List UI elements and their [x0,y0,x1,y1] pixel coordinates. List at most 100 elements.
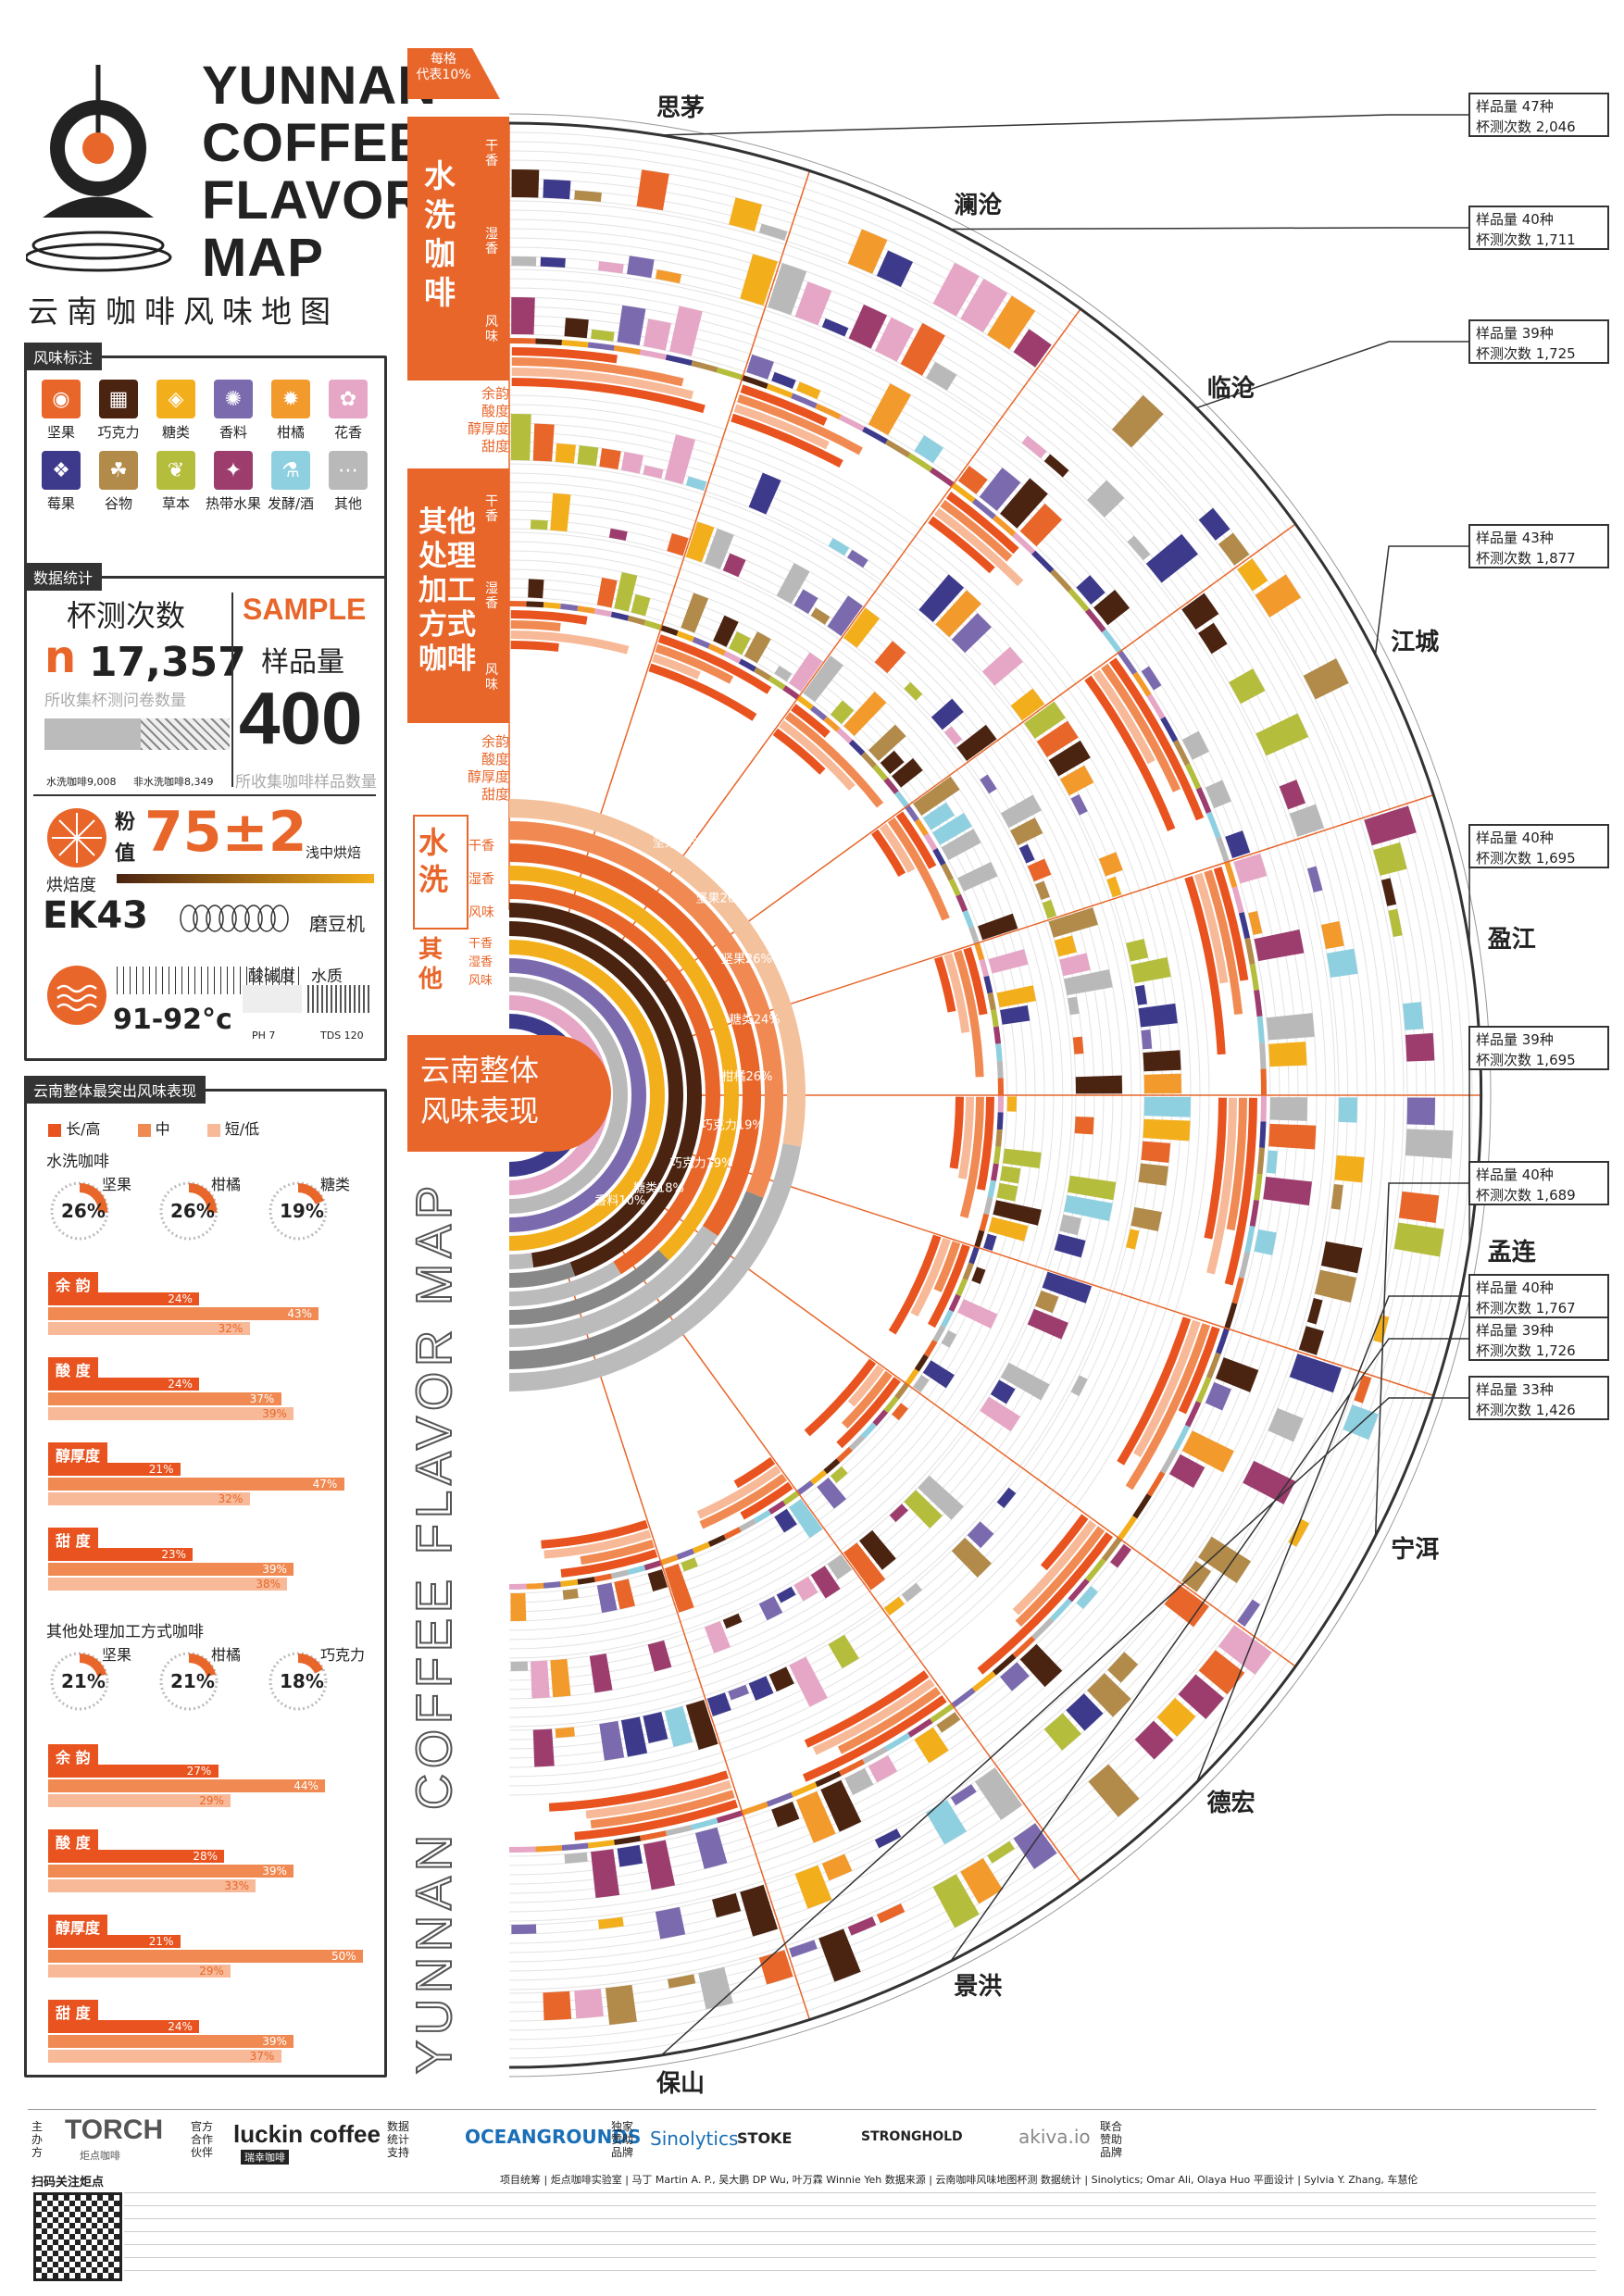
flavor-bar [1134,1720,1174,1760]
flavor-bar [1393,1222,1444,1257]
flavor-bar [793,589,818,615]
flavor-bar [1002,1148,1042,1168]
flavor-strip [956,1278,968,1297]
flavor-strip [660,1554,679,1566]
attribute-bar [772,728,826,775]
flavor-bar [712,1892,742,1918]
attribute-bar [1213,866,1249,981]
outer-ring [508,121,1483,2069]
flavor-strip [823,1458,841,1475]
grinder-label: 磨豆机 [309,913,365,935]
flavor-strip [768,676,786,691]
flavor-bar [574,1988,604,2019]
flavor-bar [1075,1075,1122,1094]
flavor-bar [943,726,963,745]
flavor-bar [1263,1177,1312,1206]
flavor-strip [610,611,630,621]
attribute-bar [1133,1319,1201,1457]
flavor-bar [1143,1050,1181,1072]
region-sample-box: 样品量 33种 杯测次数 1,426 [1468,1376,1609,1420]
legend-label: 柑橘 [276,424,305,441]
flavor-bar [1035,880,1050,901]
map-title: YUNNAN COFFEE FLAVOR MAP [202,57,437,287]
data-sponsor-logo: OCEANGROUNDS [465,2126,642,2148]
washed-title: 水洗咖啡 [46,1153,109,1171]
scan-label: 扫码关注炬点 [31,2176,105,2190]
roast-value: 75±2 [144,800,307,865]
flavor-strip [948,878,961,897]
region-sector [870,558,1349,944]
intensity-bar-label: 43% [287,1307,313,1320]
sector-divider [617,308,1081,946]
flavor-bar [868,724,906,761]
intensity-bar [48,1322,250,1335]
region-label: 临沧 [1206,375,1255,404]
flavor-bar [1320,920,1344,950]
vertical-title: YUNNAN COFFEE FLAVOR MAP [406,1179,463,2075]
flavor-bar [1063,1194,1113,1221]
flavor-bar [608,528,628,542]
flavor-bar [789,652,823,692]
qr-code[interactable] [33,2192,122,2281]
flavor-bar [681,1557,698,1572]
center-ring [509,958,646,1232]
donut-chart [269,1181,328,1241]
attribute-bar [1084,675,1176,831]
flavor-strip [1238,1251,1251,1279]
center-ring-label: 坚果26% [695,892,746,905]
legend-item: ✿ 花香 [320,380,376,442]
region-leader-line [660,1397,1468,2056]
attribute-bar [510,620,561,631]
center-title-line: 云南整体 [420,1053,540,1088]
ph-title: 酸碱度 [248,967,295,986]
footer-divider [28,2109,1596,2110]
flavor-strip [979,1213,990,1232]
flavor-bar [1048,907,1098,938]
flavor-bar [1066,1693,1104,1731]
attribute-bar [1101,663,1181,792]
region-cups: 杯测次数 1,689 [1476,1187,1576,1204]
attribute-bar [836,1377,901,1449]
flavor-strip [1184,763,1202,790]
coil-loop [193,905,211,932]
flavor-strip [1117,1516,1138,1541]
legend-item: ⚗ 发酵/酒 [263,451,319,513]
flavor-bar [1059,1214,1081,1236]
region-samples: 样品量 40种 [1476,211,1554,228]
legend-label: 莓果 [46,495,75,512]
center-ring-rest [509,1253,534,1269]
region-cups: 杯测次数 1,695 [1476,1052,1576,1068]
flavor-bar [1076,575,1106,605]
flavor-strip [614,344,642,356]
flavor-bar [1255,713,1309,756]
flavor-bar [957,1299,998,1329]
flavor-strip [738,658,756,672]
flavor-bar [876,250,914,288]
flavor-bar [1205,1381,1231,1411]
host-label: 主办方 [31,2120,44,2159]
region-samples: 样品量 33种 [1476,1381,1554,1398]
flavor-bar [620,452,643,474]
flavor-bar [1156,1697,1196,1737]
attribute-bar [949,1096,964,1169]
flavor-bar [669,306,703,356]
flavor-strip [692,1541,711,1554]
attribute-bar [740,384,828,426]
key-long-text: 长/高 [66,1120,101,1138]
flavor-strip [561,1842,589,1852]
intensity-bar-label: 39% [262,1865,287,1878]
flavor-strip [956,893,968,913]
flavor-bar [1237,1599,1261,1627]
donut-label: 糖类 [320,1176,351,1193]
flavor-strip [665,1824,693,1837]
flavor-bar [1088,1764,1140,1817]
flavor-bar [1181,593,1219,630]
attribute-bar [812,1678,935,1755]
legend-label: 发酵/酒 [267,495,315,512]
attribute-bar [1184,876,1226,1055]
legend-label: 草本 [161,495,190,512]
flavor-bar [1198,1536,1251,1583]
flavor-strip [836,1446,853,1463]
washed-label: 水洗咖啡 [46,776,87,788]
flavor-bar [643,1712,668,1743]
